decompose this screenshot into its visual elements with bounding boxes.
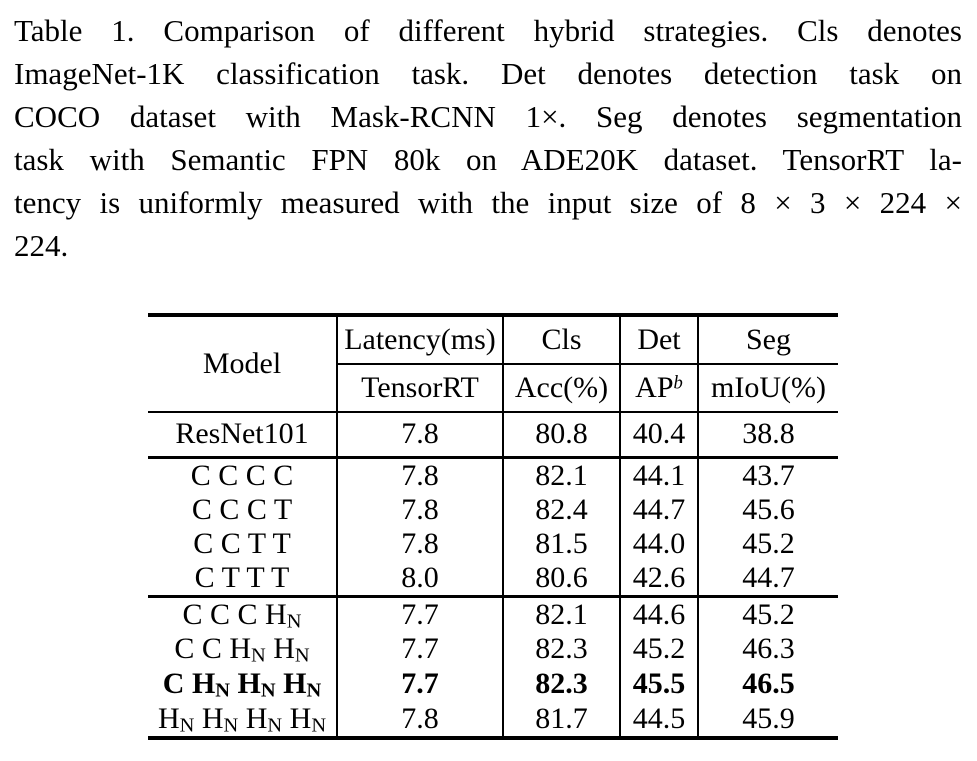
cell-miou: 45.6: [742, 492, 795, 526]
table-caption: Table 1. Comparison of different hybrid …: [14, 9, 962, 267]
table-row: C C T T 7.8 81.5 44.0 45.2: [148, 526, 838, 561]
table-row-best: C HN HN HN 7.7 82.3 45.5 46.5: [148, 666, 838, 702]
header-row-metrics: TensorRT Acc(%) APb mIoU(%): [148, 364, 838, 412]
cell-miou: 38.8: [742, 417, 795, 451]
cell-latency: 7.8: [337, 412, 504, 457]
cell-latency: 7.8: [337, 701, 504, 738]
cell-ap: 44.1: [620, 457, 699, 493]
cell-acc: 82.1: [503, 596, 621, 632]
cell-miou: 45.2: [742, 526, 795, 560]
cell-acc: 81.7: [503, 701, 621, 738]
caption-line: task with Semantic FPN 80k on ADE20K dat…: [14, 142, 962, 177]
cell-model: C C C HN: [148, 596, 338, 632]
cell-miou: 45.9: [742, 701, 795, 735]
cell-ap: 44.7: [620, 492, 699, 527]
cell-model: C T T T: [148, 560, 338, 596]
cell-ap: 44.6: [620, 596, 699, 632]
cell-acc: 80.8: [503, 412, 621, 457]
cell-model: C C C T: [148, 492, 338, 527]
header-ap-b: APb: [620, 364, 699, 412]
cell-latency: 7.8: [337, 492, 504, 527]
caption-line: ImageNet-1K classification task. Det den…: [14, 56, 962, 91]
header-model: Model: [148, 315, 338, 412]
table-header: Model Latency(ms) Cls Det Seg TensorRT A…: [148, 315, 838, 412]
table-row: C T T T 8.0 80.6 42.6 44.7: [148, 560, 838, 596]
cell-miou: 46.5: [742, 667, 795, 700]
cell-model: C HN HN HN: [148, 666, 338, 702]
table-row: HN HN HN HN 7.8 81.7 44.5 45.9: [148, 701, 838, 738]
table-row: C C C HN 7.7 82.1 44.6 45.2: [148, 596, 838, 632]
header-seg: Seg: [698, 315, 838, 365]
results-table: Model Latency(ms) Cls Det Seg TensorRT A…: [148, 313, 838, 740]
cell-ap: 45.2: [620, 631, 699, 667]
cell-latency: 8.0: [337, 560, 504, 596]
cell-ap: 45.5: [620, 666, 699, 702]
header-latency: Latency(ms): [337, 315, 504, 365]
cell-ap: 44.0: [620, 526, 699, 561]
cell-latency: 7.8: [337, 457, 504, 493]
caption-line: 224.: [14, 228, 69, 263]
header-row-groups: Model Latency(ms) Cls Det Seg: [148, 315, 838, 412]
header-miou: mIoU(%): [711, 371, 826, 404]
cell-model: HN HN HN HN: [148, 701, 338, 738]
cell-miou: 46.3: [742, 632, 795, 665]
header-acc: Acc(%): [503, 364, 621, 412]
cell-acc: 82.4: [503, 492, 621, 527]
cell-model: C C T T: [148, 526, 338, 561]
table-row: C C HN HN 7.7 82.3 45.2 46.3: [148, 631, 838, 667]
cell-model: ResNet101: [148, 412, 338, 457]
cell-acc: 80.6: [503, 560, 621, 596]
header-cls: Cls: [503, 315, 621, 365]
cell-latency: 7.7: [337, 666, 504, 702]
cell-ap: 40.4: [620, 412, 699, 457]
cell-acc: 82.3: [503, 666, 621, 702]
cell-ap: 44.5: [620, 701, 699, 738]
caption-line: Table 1. Comparison of different hybrid …: [14, 13, 962, 48]
caption-line: COCO dataset with Mask-RCNN 1×. Seg deno…: [14, 99, 962, 134]
cell-latency: 7.7: [337, 596, 504, 632]
cell-miou: 44.7: [742, 560, 795, 594]
cell-miou: 45.2: [742, 597, 795, 631]
cell-model: C C C C: [148, 457, 338, 493]
section-baseline: ResNet101 7.8 80.8 40.4 38.8: [148, 412, 838, 457]
cell-acc: 82.1: [503, 457, 621, 493]
cell-model: C C HN HN: [148, 631, 338, 667]
cell-latency: 7.7: [337, 631, 504, 667]
cell-ap: 42.6: [620, 560, 699, 596]
cell-acc: 81.5: [503, 526, 621, 561]
cell-miou: 43.7: [742, 458, 795, 492]
table-row: ResNet101 7.8 80.8 40.4 38.8: [148, 412, 838, 457]
caption-line: tency is uniformly measured with the inp…: [14, 185, 962, 220]
header-det: Det: [620, 315, 699, 365]
cell-latency: 7.8: [337, 526, 504, 561]
header-tensorrt: TensorRT: [337, 364, 504, 412]
table-row: C C C C 7.8 82.1 44.1 43.7: [148, 457, 838, 493]
table-row: C C C T 7.8 82.4 44.7 45.6: [148, 492, 838, 527]
cell-acc: 82.3: [503, 631, 621, 667]
section-conv-hybrid: C C C HN 7.7 82.1 44.6 45.2 C C HN HN 7.…: [148, 596, 838, 738]
section-conv-transformer: C C C C 7.8 82.1 44.1 43.7 C C C T 7.8 8…: [148, 457, 838, 596]
